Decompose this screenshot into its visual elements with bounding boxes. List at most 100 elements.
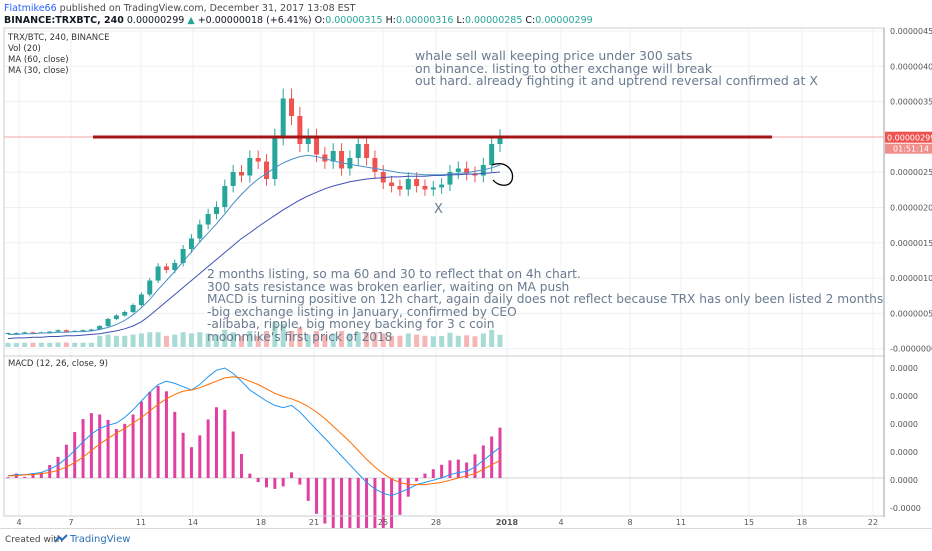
candle-body: [397, 186, 403, 190]
price-change: +0.00000018 (+6.41%): [197, 15, 312, 26]
ma60-line: [7, 171, 501, 340]
time-tick-label: 14: [188, 518, 198, 527]
candle-body: [405, 179, 411, 190]
macd-hist-bar: [440, 464, 444, 478]
candle-body: [264, 161, 270, 179]
macd-hist-bar: [348, 478, 352, 528]
volume-bars: [5, 322, 503, 347]
price-badge: [885, 131, 932, 143]
price-tick-label: 0.00000050: [890, 309, 932, 318]
candle-body: [322, 154, 328, 162]
candle-body: [30, 332, 36, 334]
macd-hist-bar: [340, 478, 344, 528]
moving-averages: [7, 154, 514, 340]
macd-hist-bar: [381, 478, 385, 528]
analysis-note: 2 months listing, so ma 60 and 30 to ref…: [207, 267, 884, 344]
countdown-label: 01:51:14: [893, 145, 929, 154]
volume-bar: [347, 333, 353, 347]
time-tick-label: 11: [676, 518, 686, 527]
candle-body: [147, 280, 153, 295]
time-tick-label: 25: [378, 518, 388, 527]
volume-bar: [163, 335, 169, 347]
candle-body: [130, 305, 136, 312]
time-tick-label: 2018: [496, 518, 519, 527]
macd-hist-bar: [89, 413, 93, 478]
macd-hist-bar: [356, 478, 360, 528]
volume-bar: [238, 335, 244, 347]
tradingview-brand[interactable]: TradingView: [70, 534, 131, 545]
volume-bar: [155, 332, 161, 347]
macd-hist-bar: [456, 459, 460, 478]
macd-hist-bar: [189, 447, 193, 478]
macd-hist-bar: [106, 419, 110, 478]
macd-hist-bar: [398, 478, 402, 515]
macd-tick-label: 0.0000: [890, 392, 918, 401]
macd-hist-bar: [156, 385, 160, 478]
macd-hist-bar: [123, 423, 127, 478]
candle-body: [255, 158, 261, 162]
volume-bar: [272, 322, 278, 347]
legend-macd[interactable]: MACD (12, 26, close, 9): [8, 359, 108, 369]
volume-bar: [47, 342, 53, 347]
volume-bar: [130, 334, 136, 347]
volume-bar: [55, 342, 61, 347]
macd-hist-bar: [39, 472, 43, 478]
macd-tick-label: 0.0000: [890, 476, 918, 485]
legend-vol[interactable]: Vol (20): [8, 44, 41, 54]
volume-bar: [289, 331, 295, 347]
time-tick-label: 7: [68, 518, 73, 527]
ohlc-line: BINANCE:TRXBTC, 240 0.00000299 ▲ +0.0000…: [4, 15, 593, 26]
candle-body: [188, 238, 194, 249]
volume-bar: [113, 335, 119, 347]
candle-body: [422, 186, 428, 190]
volume-bar: [88, 342, 94, 347]
legend-ma60[interactable]: MA (60, close): [8, 55, 69, 65]
candle-body: [372, 158, 378, 172]
volume-bar: [97, 335, 103, 347]
legend-ma30[interactable]: MA (30, close): [8, 66, 69, 76]
time-axis-ticks: 4 7 11 14 18 21 25 28 2018 4 8 11 15 18 22: [16, 518, 878, 527]
candle-body: [280, 98, 286, 137]
macd-hist-bar: [239, 454, 243, 478]
macd-hist-bar: [323, 478, 327, 524]
macd-hist-bar: [6, 477, 10, 479]
countdown-badge: [885, 143, 932, 154]
volume-bar: [63, 342, 69, 347]
candle-body: [222, 186, 228, 207]
volume-bar: [5, 342, 11, 347]
macd-tick-label: 0.0000: [890, 448, 918, 457]
open-value: 0.00000315: [325, 15, 383, 26]
time-tick-label: 28: [431, 518, 441, 527]
candle-body: [155, 266, 161, 281]
volume-bar: [339, 331, 345, 347]
signal-line: [8, 376, 501, 486]
time-tick-label: 15: [744, 518, 754, 527]
legend-pair: TRX/BTC, 240, BINANCE: [8, 33, 110, 43]
macd-hist-bar: [481, 445, 485, 478]
time-tick-label: 8: [627, 518, 632, 527]
candle-body: [289, 98, 295, 116]
hand-circle: [491, 163, 514, 186]
author-link[interactable]: Flatmike66: [4, 3, 57, 14]
volume-bar: [147, 332, 153, 347]
macd-hist-bar: [64, 444, 68, 478]
candle-body: [305, 137, 311, 144]
time-tick-label: 4: [558, 518, 563, 527]
volume-bar: [280, 323, 286, 347]
macd-hist-bar: [231, 431, 235, 478]
volume-bar: [414, 334, 420, 347]
candle-body: [122, 312, 128, 316]
volume-bar: [322, 334, 328, 347]
candle-body: [314, 137, 320, 155]
chart-canvas: 0.000004500.000004000.000003500.00000300…: [3, 27, 932, 528]
candle-body: [297, 116, 303, 144]
open-label: O:: [314, 15, 326, 26]
candle-body: [330, 151, 336, 162]
volume-bar: [213, 334, 219, 347]
candle-body: [238, 172, 244, 176]
volume-bar: [480, 333, 486, 347]
macd-panel: [4, 367, 884, 528]
x-mark: X: [434, 202, 443, 217]
